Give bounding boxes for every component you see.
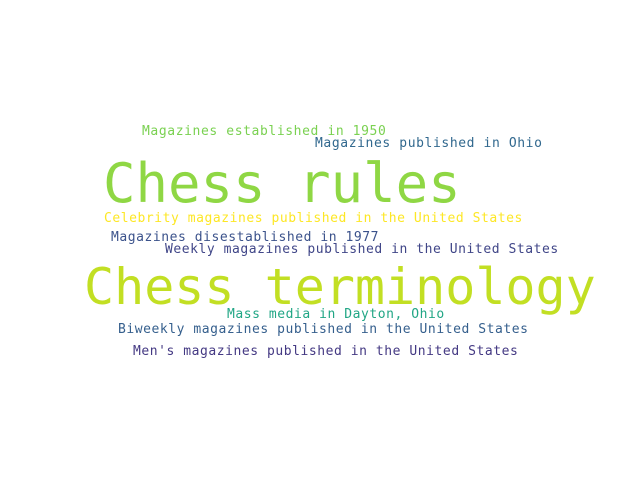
word-chess-terminology: Chess terminology [84, 258, 596, 316]
word-magazines-established-1950: Magazines established in 1950 [142, 124, 387, 139]
word-magazines-disestablished-1977: Magazines disestablished in 1977 [111, 230, 380, 245]
word-magazines-published-ohio: Magazines published in Ohio [315, 136, 543, 151]
word-chess-rules: Chess rules [103, 152, 461, 215]
word-biweekly-magazines: Biweekly magazines published in the Unit… [118, 322, 529, 337]
word-mens-magazines: Men's magazines published in the United … [133, 344, 519, 359]
word-mass-media-dayton: Mass media in Dayton, Ohio [227, 307, 445, 322]
word-weekly-magazines: Weekly magazines published in the United… [165, 242, 559, 257]
word-celebrity-magazines: Celebrity magazines published in the Uni… [104, 211, 523, 226]
